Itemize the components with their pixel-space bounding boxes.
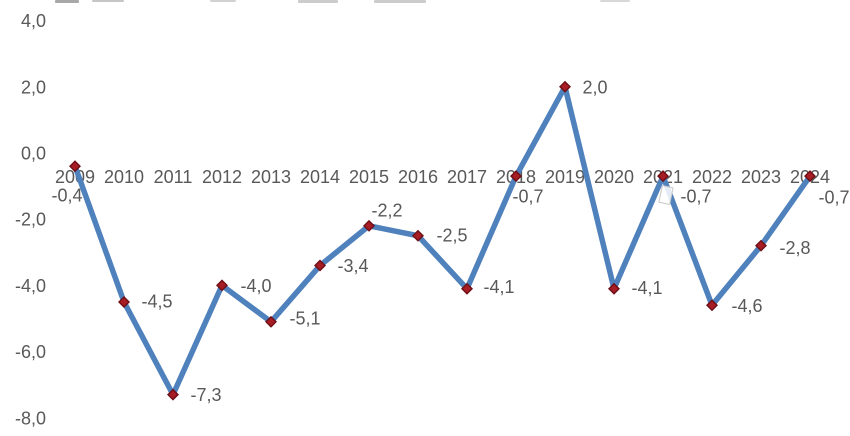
data-point-marker	[412, 229, 424, 242]
x-axis-year-label: 2014	[300, 167, 340, 187]
data-point-label: -2,2	[371, 200, 402, 220]
y-axis-tick-label: -6,0	[15, 342, 46, 362]
y-axis-tick-label: -4,0	[15, 276, 46, 296]
clipped-title-mark	[55, 0, 79, 3]
data-point-marker	[118, 295, 130, 308]
data-point-label: -0,4	[51, 186, 82, 206]
x-axis-year-label: 2015	[349, 167, 389, 187]
y-axis-tick-label: -8,0	[15, 408, 46, 428]
x-axis-year-label: 2010	[104, 167, 144, 187]
x-axis-year-label: 2016	[398, 167, 438, 187]
data-point-marker	[461, 282, 473, 295]
data-point-label: -0,7	[512, 187, 543, 207]
data-point-marker	[657, 170, 669, 183]
clipped-title-mark	[298, 0, 338, 3]
data-point-label: -3,4	[337, 256, 368, 276]
data-point-label: -4,1	[483, 277, 514, 297]
data-point-label: -0,7	[818, 188, 849, 208]
y-axis-tick-label: 4,0	[21, 11, 46, 31]
clipped-title-mark	[374, 0, 426, 3]
data-point-marker	[216, 279, 228, 292]
clipped-title-mark	[210, 0, 236, 2]
data-point-marker	[69, 160, 81, 173]
data-point-label: -4,6	[731, 296, 762, 316]
clipped-title-mark	[600, 0, 630, 2]
data-point-marker	[608, 282, 620, 295]
data-point-label: -7,3	[190, 385, 221, 405]
data-point-label: -0,7	[680, 187, 711, 207]
x-axis-year-label: 2020	[594, 167, 634, 187]
data-point-marker	[804, 170, 816, 183]
x-axis-year-label: 2023	[741, 167, 781, 187]
data-point-label: -4,5	[141, 291, 172, 311]
x-axis-year-label: 2012	[202, 167, 242, 187]
data-point-marker	[265, 315, 277, 328]
data-point-marker	[314, 259, 326, 272]
data-point-label: 2,0	[582, 77, 607, 97]
series-line	[72, 84, 813, 398]
x-axis-year-label: 2011	[154, 167, 193, 187]
x-axis-year-label: 2009	[55, 167, 95, 187]
data-point-marker	[510, 170, 522, 183]
x-axis-year-label: 2013	[251, 167, 291, 187]
y-axis-tick-label: -2,0	[15, 210, 46, 230]
data-point-label: -4,0	[240, 276, 271, 296]
x-axis-year-label: 2022	[692, 167, 732, 187]
x-axis-year-label: 2019	[545, 167, 585, 187]
data-point-marker	[706, 299, 718, 312]
data-point-label: -4,1	[631, 278, 662, 298]
data-point-label: -5,1	[289, 308, 320, 328]
y-axis-tick-label: 0,0	[21, 144, 46, 164]
data-point-label: -2,8	[779, 238, 810, 258]
data-point-marker	[167, 388, 179, 401]
clipped-title-mark	[92, 0, 124, 2]
y-axis-tick-label: 2,0	[21, 77, 46, 97]
data-point-marker	[559, 80, 571, 93]
data-point-marker	[363, 219, 375, 232]
data-point-marker	[755, 239, 767, 252]
data-point-label: -2,5	[436, 225, 467, 245]
x-axis-year-label: 2017	[447, 167, 487, 187]
